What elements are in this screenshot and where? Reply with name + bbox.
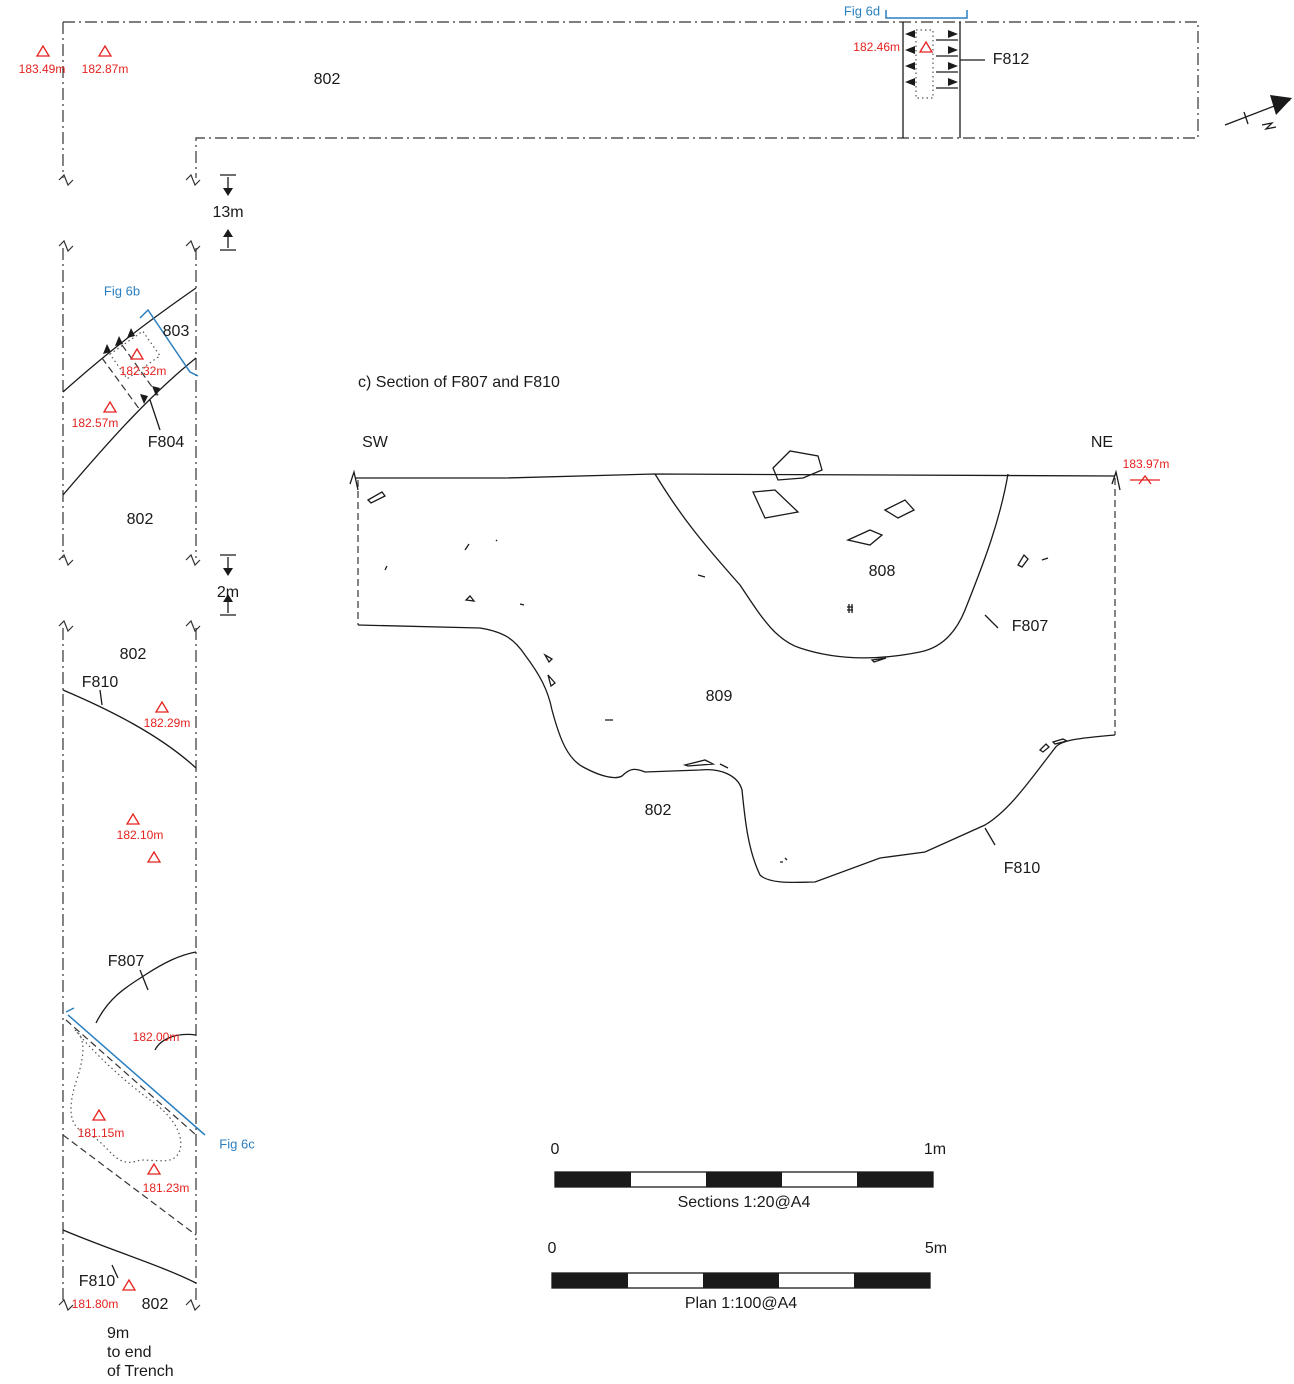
level: 181.23m [143, 1181, 190, 1195]
context-label: 808 [869, 563, 896, 580]
scale-end: 1m [924, 1141, 946, 1158]
feature-label: F810 [1004, 860, 1041, 877]
context-label: 802 [120, 646, 147, 663]
fig-label: Fig 6b [104, 283, 140, 298]
context-label: 802 [314, 71, 341, 88]
section-drawing [350, 451, 1160, 882]
section-title: c) Section of F807 and F810 [358, 374, 560, 391]
context-label: 802 [645, 802, 672, 819]
distance: 13m [212, 204, 243, 221]
note: of Trench [107, 1363, 174, 1380]
feature-label: F807 [1012, 618, 1049, 635]
distance: 2m [217, 584, 239, 601]
strip-2-features [63, 288, 198, 495]
scale-start: 0 [548, 1240, 557, 1257]
fig-label: Fig 6c [219, 1136, 255, 1151]
level: 182.32m [120, 364, 167, 378]
feature-f812 [886, 10, 985, 138]
distance: 9m [107, 1325, 129, 1342]
context-label: 802 [127, 511, 154, 528]
context-label: 803 [163, 323, 190, 340]
level: 183.97m [1123, 457, 1170, 471]
orientation: SW [362, 434, 389, 451]
scale-end: 5m [925, 1240, 947, 1257]
feature-label: F804 [148, 434, 185, 451]
level: 182.29m [144, 716, 191, 730]
feature-label: F810 [79, 1273, 116, 1290]
level-markers [37, 42, 932, 1290]
level: 182.10m [117, 828, 164, 842]
scale-caption: Plan 1:100@A4 [685, 1295, 797, 1312]
drawing: Fig 6d Fig 6b Fig 6c 183.49m 182.87m 182… [0, 0, 1294, 1384]
distance-arrows [220, 175, 236, 615]
level: 182.57m [72, 416, 119, 430]
level: 182.87m [82, 62, 129, 76]
level: 182.00m [133, 1030, 180, 1044]
scale-bars [552, 1172, 933, 1288]
scale-start: 0 [551, 1141, 560, 1158]
scale-caption: Sections 1:20@A4 [678, 1194, 811, 1211]
north-arrow [1225, 95, 1292, 129]
orientation: NE [1091, 434, 1113, 451]
feature-label: F810 [82, 674, 119, 691]
context-label: 809 [706, 688, 733, 705]
fig-label: Fig 6d [844, 3, 880, 18]
context-label: 802 [142, 1296, 169, 1313]
level: 183.49m [19, 62, 66, 76]
level: 182.46m [853, 40, 900, 54]
feature-label: F807 [108, 953, 145, 970]
note: to end [107, 1344, 151, 1361]
level: 181.15m [78, 1126, 125, 1140]
feature-label: F812 [993, 51, 1030, 68]
level: 181.80m [72, 1297, 119, 1311]
